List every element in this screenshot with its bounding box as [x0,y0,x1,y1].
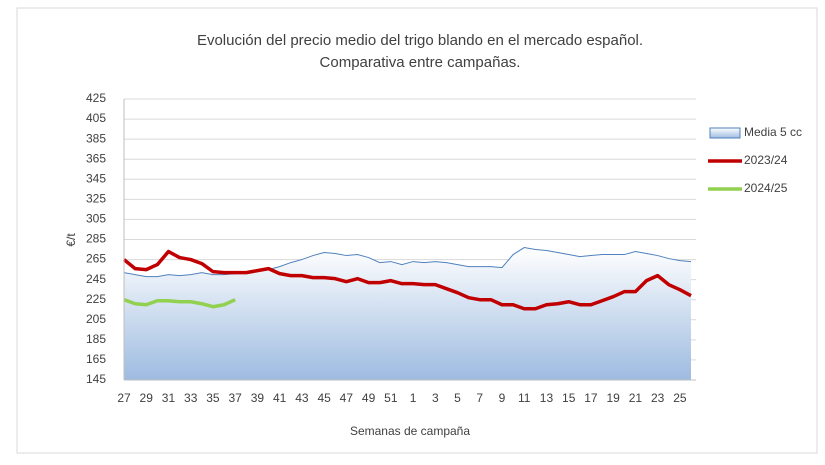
x-tick-label: 13 [540,391,554,405]
y-tick-label: 345 [86,171,106,185]
x-tick-label: 19 [606,391,620,405]
x-tick-label: 35 [206,391,220,405]
x-tick-label: 49 [362,391,376,405]
y-tick-label: 365 [86,151,106,165]
x-tick-label: 27 [117,391,131,405]
x-tick-label: 45 [317,391,331,405]
x-tick-label: 29 [140,391,154,405]
x-tick-label: 17 [584,391,598,405]
y-tick-label: 185 [86,332,106,346]
x-tick-label: 7 [476,391,483,405]
x-tick-label: 41 [273,391,287,405]
x-tick-label: 9 [499,391,506,405]
legend-label: Media 5 cc [744,125,802,139]
y-tick-label: 305 [86,212,106,226]
x-tick-label: 39 [251,391,265,405]
line [123,298,236,309]
chart-border [16,7,818,454]
x-axis-label: Semanas de campaña [350,424,470,438]
x-tick-label: 33 [184,391,198,405]
y-tick-label: 285 [86,232,106,246]
y-tick-label: 165 [86,352,106,366]
area [124,247,691,380]
y-tick-label: 245 [86,272,106,286]
area-edge [123,247,692,278]
x-tick-label: 37 [228,391,242,405]
x-tick-label: 31 [162,391,176,405]
x-tick-label: 23 [651,391,665,405]
y-tick-label: 145 [86,372,106,386]
y-tick-label: 205 [86,312,106,326]
x-tick-label: 21 [629,391,643,405]
x-tick-label: 3 [432,391,439,405]
x-tick-label: 5 [454,391,461,405]
chart-title: Comparativa entre campañas. [320,54,521,71]
legend-swatch [709,127,741,139]
legend-label: 2023/24 [744,153,788,167]
x-tick-label: 11 [518,391,531,405]
x-tick-label: 51 [384,391,398,405]
y-tick-label: 265 [86,252,106,266]
x-tick-label: 15 [562,391,576,405]
x-tick-label: 43 [295,391,309,405]
y-tick-label: 385 [86,131,106,145]
y-tick-label: 405 [86,111,106,125]
legend-label: 2024/25 [744,181,788,195]
y-tick-label: 325 [86,192,106,206]
y-tick-label: 225 [86,292,106,306]
y-tick-label: 425 [86,91,106,105]
y-axis-label: €/t [64,233,78,247]
line [122,249,692,311]
x-tick-label: 25 [673,391,687,405]
x-tick-label: 1 [410,391,417,405]
chart-title: Evolución del precio medio del trigo bla… [197,32,643,49]
x-tick-label: 47 [340,391,354,405]
